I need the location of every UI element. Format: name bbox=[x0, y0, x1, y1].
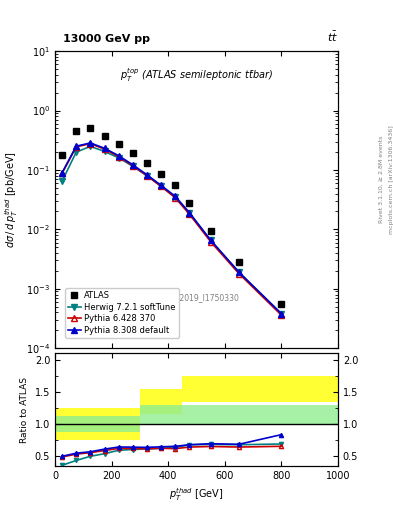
ATLAS bbox=[145, 160, 149, 166]
Pythia 6.428 370 bbox=[279, 312, 284, 318]
Pythia 8.308 default bbox=[159, 182, 163, 188]
Text: 13000 GeV pp: 13000 GeV pp bbox=[63, 33, 150, 44]
X-axis label: $p_T^{thad}$ [GeV]: $p_T^{thad}$ [GeV] bbox=[169, 486, 224, 503]
Pythia 6.428 370 bbox=[187, 211, 192, 217]
Herwig 7.2.1 softTune bbox=[88, 143, 93, 150]
Pythia 8.308 default bbox=[208, 237, 213, 243]
Herwig 7.2.1 softTune bbox=[159, 183, 163, 189]
ATLAS bbox=[74, 127, 79, 134]
Text: Rivet 3.1.10, ≥ 2.8M events: Rivet 3.1.10, ≥ 2.8M events bbox=[379, 136, 384, 223]
Pythia 8.308 default bbox=[102, 145, 107, 152]
ATLAS bbox=[116, 141, 121, 147]
Y-axis label: $d\sigma\,/\,d\,p_T^{thad}$ [pb/GeV]: $d\sigma\,/\,d\,p_T^{thad}$ [pb/GeV] bbox=[4, 151, 20, 248]
Pythia 6.428 370 bbox=[237, 270, 241, 276]
Line: Pythia 8.308 default: Pythia 8.308 default bbox=[59, 140, 284, 316]
Pythia 8.308 default bbox=[88, 140, 93, 146]
ATLAS bbox=[159, 171, 163, 177]
Pythia 8.308 default bbox=[74, 143, 79, 149]
Line: ATLAS: ATLAS bbox=[59, 125, 284, 307]
Text: $t\bar{t}$: $t\bar{t}$ bbox=[327, 29, 338, 44]
Herwig 7.2.1 softTune bbox=[145, 173, 149, 179]
ATLAS bbox=[279, 301, 284, 307]
Pythia 8.308 default bbox=[60, 169, 64, 176]
ATLAS bbox=[88, 125, 93, 132]
Pythia 6.428 370 bbox=[116, 154, 121, 160]
Herwig 7.2.1 softTune bbox=[237, 269, 241, 275]
Herwig 7.2.1 softTune bbox=[74, 149, 79, 155]
Herwig 7.2.1 softTune bbox=[130, 163, 135, 169]
Pythia 6.428 370 bbox=[130, 163, 135, 169]
Pythia 6.428 370 bbox=[208, 239, 213, 245]
Pythia 8.308 default bbox=[237, 269, 241, 275]
ATLAS bbox=[187, 200, 192, 206]
ATLAS bbox=[173, 182, 178, 188]
Pythia 8.308 default bbox=[279, 311, 284, 317]
Pythia 6.428 370 bbox=[102, 146, 107, 152]
Herwig 7.2.1 softTune bbox=[208, 238, 213, 244]
ATLAS bbox=[102, 133, 107, 139]
Pythia 6.428 370 bbox=[60, 170, 64, 176]
Herwig 7.2.1 softTune bbox=[173, 194, 178, 200]
Line: Pythia 6.428 370: Pythia 6.428 370 bbox=[59, 141, 284, 318]
ATLAS bbox=[237, 259, 241, 265]
Y-axis label: Ratio to ATLAS: Ratio to ATLAS bbox=[20, 377, 29, 442]
ATLAS bbox=[60, 152, 64, 158]
Pythia 6.428 370 bbox=[88, 140, 93, 146]
Pythia 8.308 default bbox=[116, 153, 121, 159]
Pythia 8.308 default bbox=[173, 193, 178, 199]
Line: Herwig 7.2.1 softTune: Herwig 7.2.1 softTune bbox=[59, 143, 284, 316]
Pythia 8.308 default bbox=[187, 210, 192, 216]
Pythia 6.428 370 bbox=[145, 173, 149, 179]
ATLAS bbox=[130, 151, 135, 157]
Herwig 7.2.1 softTune bbox=[116, 155, 121, 161]
Pythia 6.428 370 bbox=[74, 144, 79, 150]
ATLAS bbox=[208, 228, 213, 234]
Pythia 6.428 370 bbox=[173, 195, 178, 201]
Herwig 7.2.1 softTune bbox=[60, 178, 64, 184]
Text: $p_T^{top}$ (ATLAS semileptonic tt̄bar): $p_T^{top}$ (ATLAS semileptonic tt̄bar) bbox=[120, 66, 273, 84]
Pythia 6.428 370 bbox=[159, 183, 163, 189]
Text: ATLAS_2019_I1750330: ATLAS_2019_I1750330 bbox=[153, 293, 240, 302]
Text: mcplots.cern.ch [arXiv:1306.3436]: mcplots.cern.ch [arXiv:1306.3436] bbox=[389, 125, 393, 233]
Herwig 7.2.1 softTune bbox=[187, 210, 192, 216]
Herwig 7.2.1 softTune bbox=[279, 311, 284, 317]
Legend: ATLAS, Herwig 7.2.1 softTune, Pythia 6.428 370, Pythia 8.308 default: ATLAS, Herwig 7.2.1 softTune, Pythia 6.4… bbox=[65, 288, 179, 338]
Pythia 8.308 default bbox=[145, 172, 149, 178]
Herwig 7.2.1 softTune bbox=[102, 148, 107, 155]
Pythia 8.308 default bbox=[130, 162, 135, 168]
